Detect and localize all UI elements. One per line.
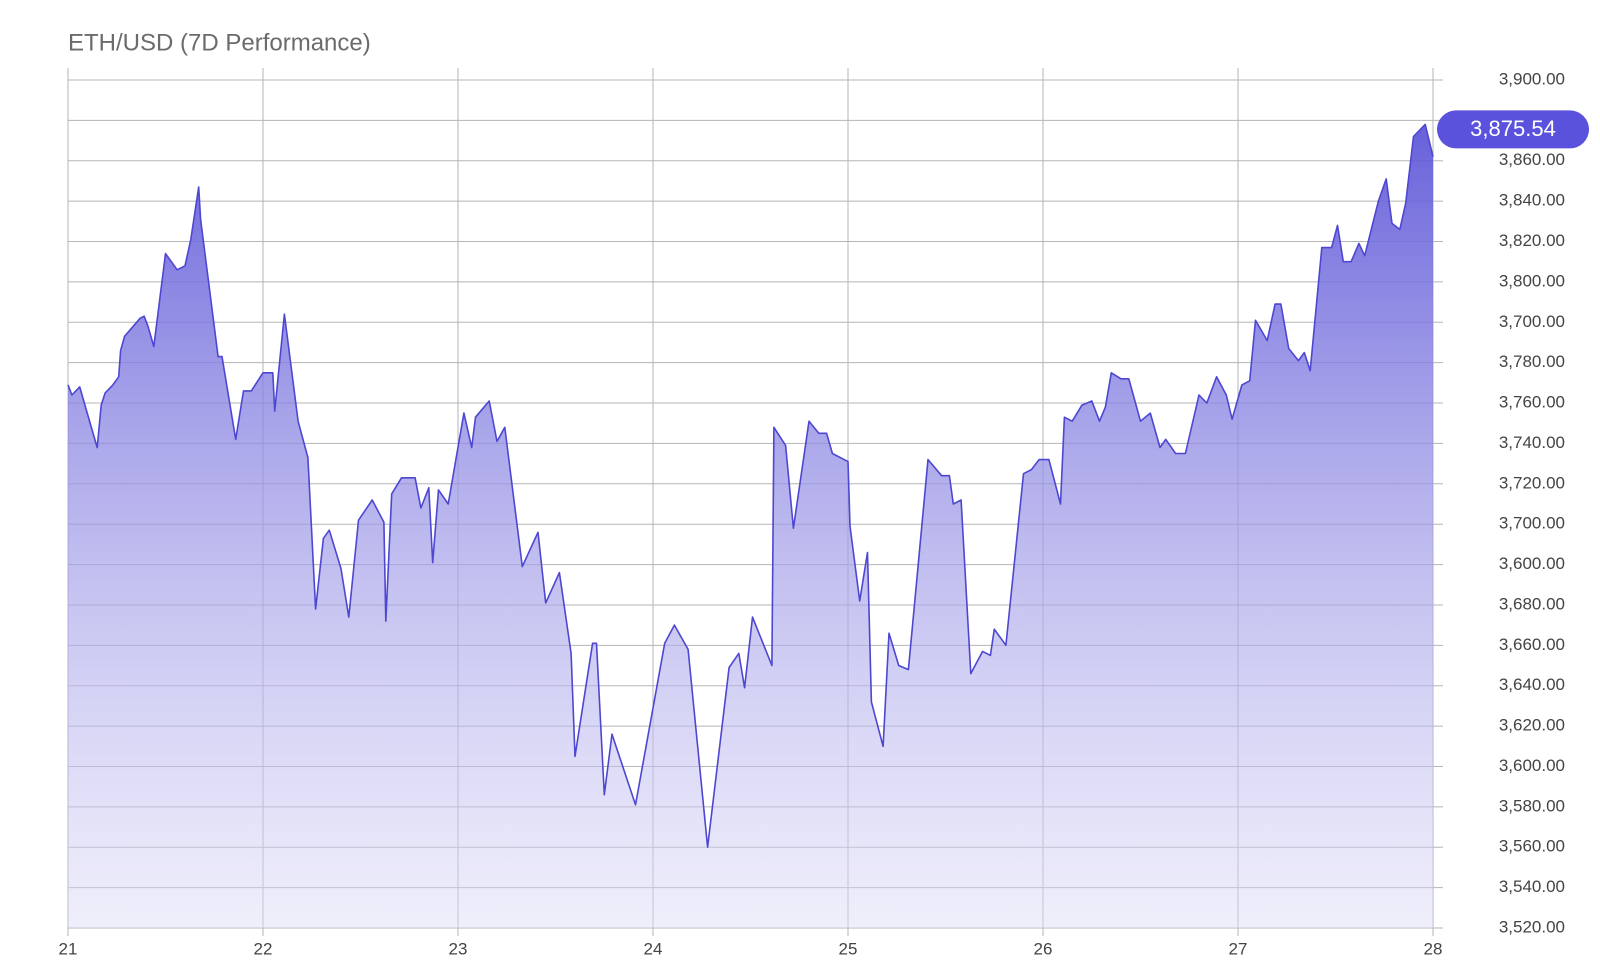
- y-tick-label: 3,720.00: [1499, 473, 1565, 492]
- x-tick-label: 24: [644, 939, 663, 958]
- y-tick-label: 3,580.00: [1499, 796, 1565, 815]
- y-tick-label: 3,700.00: [1499, 312, 1565, 331]
- x-tick-label: 23: [449, 939, 468, 958]
- y-tick-label: 3,700.00: [1499, 514, 1565, 533]
- y-tick-label: 3,860.00: [1499, 150, 1565, 169]
- y-tick-label: 3,640.00: [1499, 675, 1565, 694]
- price-badge-label: 3,875.54: [1470, 116, 1556, 141]
- x-tick-label: 22: [254, 939, 273, 958]
- price-line: [67, 123, 1434, 848]
- y-tick-label: 3,540.00: [1499, 877, 1565, 896]
- x-tick-label: 21: [59, 939, 78, 958]
- price-badge: [1437, 110, 1589, 149]
- y-tick-label: 3,900.00: [1499, 69, 1565, 88]
- y-tick-label: 3,780.00: [1499, 352, 1565, 371]
- y-tick-label: 3,520.00: [1499, 917, 1565, 936]
- x-tick-label: 26: [1034, 939, 1053, 958]
- y-tick-label: 3,840.00: [1499, 191, 1565, 210]
- x-tick-label: 28: [1424, 939, 1443, 958]
- y-tick-label: 3,820.00: [1499, 231, 1565, 250]
- y-tick-label: 3,600.00: [1499, 756, 1565, 775]
- y-tick-label: 3,620.00: [1499, 716, 1565, 735]
- y-tick-label: 3,740.00: [1499, 433, 1565, 452]
- area-fill: [68, 124, 1433, 928]
- y-tick-label: 3,660.00: [1499, 635, 1565, 654]
- y-tick-label: 3,560.00: [1499, 837, 1565, 856]
- x-tick-label: 27: [1229, 939, 1248, 958]
- y-tick-label: 3,760.00: [1499, 393, 1565, 412]
- y-tick-label: 3,680.00: [1499, 594, 1565, 613]
- y-tick-label: 3,800.00: [1499, 271, 1565, 290]
- y-tick-label: 3,600.00: [1499, 554, 1565, 573]
- chart-title: ETH/USD (7D Performance): [68, 29, 371, 56]
- x-tick-label: 25: [839, 939, 858, 958]
